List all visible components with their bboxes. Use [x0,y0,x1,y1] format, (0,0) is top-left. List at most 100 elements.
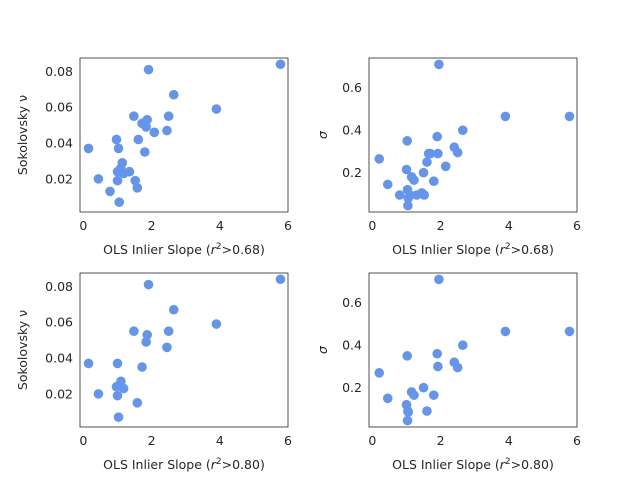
scatter-point [419,190,430,200]
scatter-point [124,166,135,177]
x-tick-label: 0 [368,218,376,233]
x-tick-label: 4 [216,218,224,233]
scatter-point [409,390,419,400]
x-axis-label-var: r [500,457,506,472]
scatter-point [403,200,413,211]
scatter-point [564,111,575,122]
axes-frame [368,272,578,428]
scatter-point [112,358,123,369]
x-axis-label-sup: 2 [216,242,222,252]
x-tick-label: 0 [79,218,87,233]
scatter-point [132,398,143,408]
scatter-point [163,111,174,121]
axes-frame [79,272,289,428]
x-tick-label: 0 [368,433,376,448]
y-tick-label: 0.4 [342,338,362,353]
x-axis-label-text: OLS Inlier Slope ( [392,457,500,472]
x-axis-label-text: OLS Inlier Slope ( [103,457,211,472]
scatter-point [93,174,104,184]
y-axis-label: σ [315,130,330,139]
y-tick-label: 0.08 [45,279,73,294]
x-axis-label: OLS Inlier Slope (r2>0.68) [103,242,265,257]
axes-frame [368,57,578,213]
x-axis-label-rest: >0.68) [511,242,554,257]
x-tick-label: 6 [284,433,292,448]
x-axis-label-sup: 2 [216,457,222,467]
scatter-point [401,164,412,175]
scatter-point [105,186,115,197]
scatter-point [129,326,139,336]
scatter-point [142,114,152,125]
scatter-point [500,326,511,337]
y-axis-label: Sokolovsky ν [15,310,30,390]
scatter-point [374,154,385,164]
x-tick-label: 2 [437,433,445,448]
scatter-point [132,183,143,193]
scatter-point [374,368,385,378]
scatter-point [143,64,154,75]
scatter-point [428,390,439,400]
scatter-point [564,326,575,337]
scatter-point [500,111,511,122]
scatter-point [93,389,104,399]
axes-frame [79,57,289,213]
scatter-point [403,407,414,417]
scatter-point [275,274,286,285]
y-tick-label: 0.06 [45,315,73,330]
scatter-point [402,136,412,146]
scatter-point [111,134,122,145]
x-axis-label-text: OLS Inlier Slope ( [103,242,211,257]
y-tick-label: 0.6 [342,80,362,95]
x-axis-label-text: OLS Inlier Slope ( [392,242,500,257]
scatter-point [275,59,286,70]
x-tick-label: 2 [148,218,156,233]
y-tick-label: 0.02 [45,171,73,186]
scatter-point [434,59,444,70]
scatter-point [425,148,436,159]
scatter-point [141,337,151,347]
scatter-point [143,279,154,290]
scatter-point [434,274,444,285]
y-tick-label: 0.6 [342,295,362,310]
x-tick-label: 6 [573,218,581,233]
x-tick-label: 6 [284,218,292,233]
y-axis-label: Sokolovsky ν [15,95,30,175]
scatter-point [394,190,405,200]
scatter-point [113,143,124,154]
scatter-point [402,351,412,361]
y-tick-label: 0.02 [45,386,73,401]
x-tick-label: 4 [505,218,513,233]
y-tick-label: 0.2 [342,380,362,395]
scatter-point [149,127,160,138]
y-tick-label: 0.4 [342,123,362,138]
scatter-point [402,415,413,426]
scatter-point [112,390,123,401]
y-tick-label: 0.06 [45,100,73,115]
scatter-point [382,393,393,404]
scatter-point [440,161,451,172]
scatter-point [112,175,123,186]
scatter-point [162,342,172,353]
x-axis-label-var: r [211,242,217,257]
x-tick-label: 4 [216,433,224,448]
scatter-point [457,125,468,136]
x-tick-label: 0 [79,433,87,448]
scatter-point [133,134,144,145]
x-axis-label-var: r [500,242,506,257]
scatter-point [142,329,152,340]
scatter-point [139,147,150,157]
scatter-point [382,179,393,190]
x-axis-label-sup: 2 [505,242,511,252]
x-axis-label: OLS Inlier Slope (r2>0.80) [392,457,554,472]
x-axis-label-rest: >0.68) [222,242,265,257]
scatter-point [168,89,179,100]
scatter-point [418,382,429,393]
x-tick-label: 2 [437,218,445,233]
scatter-point [141,122,151,132]
scatter-point [137,362,147,372]
scatter-point [432,131,442,142]
